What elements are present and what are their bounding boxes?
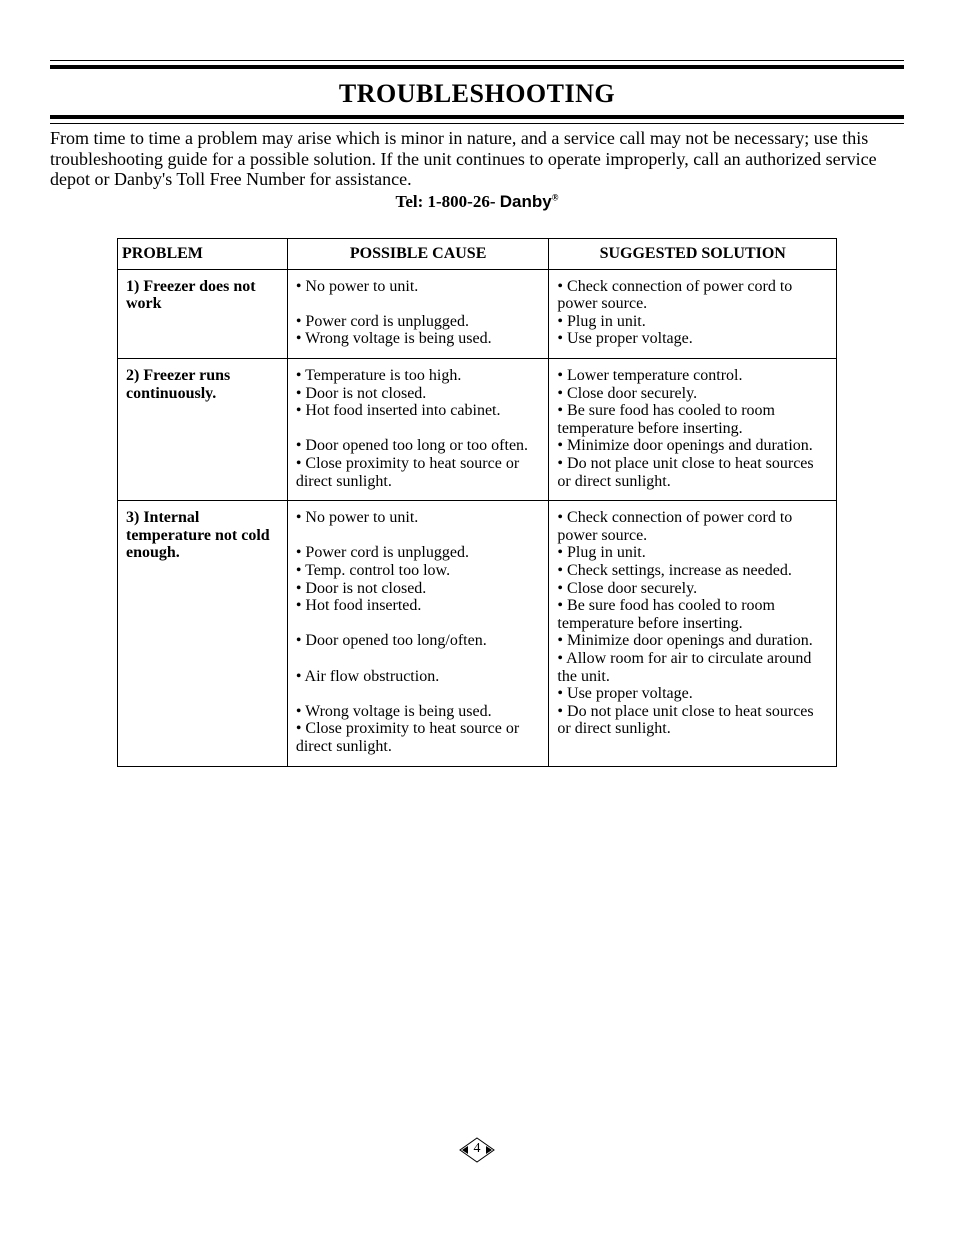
page-number: 4 [459, 1141, 495, 1157]
page-footer: 4 [50, 1137, 904, 1168]
cell-solution: • Check connection of power cord to powe… [549, 501, 837, 766]
header-cause: POSSIBLE CAUSE [287, 239, 549, 270]
cell-problem: 2) Freezer runs continuously. [118, 359, 288, 501]
brand-logo: Danby [500, 192, 552, 211]
troubleshooting-table: PROBLEM POSSIBLE CAUSE SUGGESTED SOLUTIO… [117, 238, 837, 766]
header-problem: PROBLEM [118, 239, 288, 270]
tel-label: Tel: 1-800-26- [396, 192, 500, 211]
rule-top-thick [50, 65, 904, 69]
intro-paragraph: From time to time a problem may arise wh… [50, 128, 904, 190]
table-row: 3) Internal temperature not cold enough.… [118, 501, 837, 766]
page-container: TROUBLESHOOTING From time to time a prob… [0, 0, 954, 1208]
page-number-badge: 4 [459, 1137, 495, 1163]
cell-cause: • Temperature is too high. • Door is not… [287, 359, 549, 501]
table-row: 1) Freezer does not work • No power to u… [118, 269, 837, 358]
cell-cause: • No power to unit. • Power cord is unpl… [287, 269, 549, 358]
table-header-row: PROBLEM POSSIBLE CAUSE SUGGESTED SOLUTIO… [118, 239, 837, 270]
cell-solution: • Lower temperature control. • Close doo… [549, 359, 837, 501]
page-title: TROUBLESHOOTING [50, 79, 904, 109]
table-row: 2) Freezer runs continuously. • Temperat… [118, 359, 837, 501]
tel-line: Tel: 1-800-26- Danby® [50, 192, 904, 212]
cell-problem: 1) Freezer does not work [118, 269, 288, 358]
brand-registered: ® [552, 192, 559, 202]
cell-cause: • No power to unit. • Power cord is unpl… [287, 501, 549, 766]
rule-mid-thin [50, 123, 904, 124]
header-solution: SUGGESTED SOLUTION [549, 239, 837, 270]
cell-solution: • Check connection of power cord to powe… [549, 269, 837, 358]
cell-problem: 3) Internal temperature not cold enough. [118, 501, 288, 766]
